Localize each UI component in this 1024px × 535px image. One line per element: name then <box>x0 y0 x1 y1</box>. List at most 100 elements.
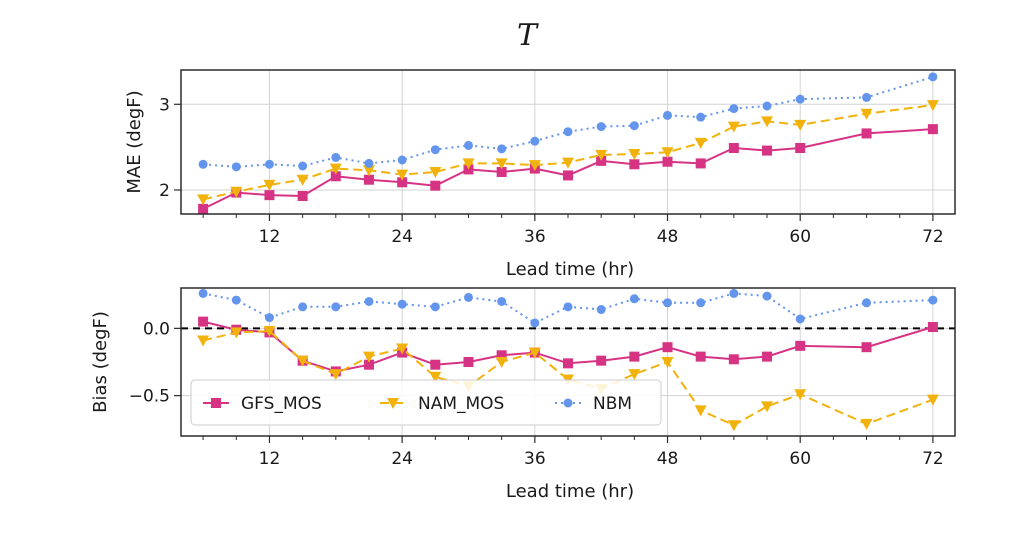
mae-data-point <box>397 155 407 165</box>
bias-data-point <box>729 288 739 298</box>
mae-data-point <box>528 160 541 172</box>
bias-y-axis-label: Bias (degF) <box>90 311 111 413</box>
mae-data-point <box>198 203 209 214</box>
mae-data-point <box>729 104 739 114</box>
mae-data-point <box>728 143 739 153</box>
mae-series-line <box>202 128 933 210</box>
bias-data-point <box>396 343 409 355</box>
bias-data-point <box>663 298 673 308</box>
bias-data-point <box>862 298 872 308</box>
bias-data-point <box>496 350 507 361</box>
mae-data-point <box>330 171 341 182</box>
mae-axes-frame <box>180 69 956 215</box>
mae-data-point <box>927 124 938 135</box>
bias-data-point <box>761 401 774 413</box>
bias-data-point <box>198 316 209 327</box>
bias-data-point <box>563 302 573 312</box>
mae-x-tick-label: 12 <box>259 227 281 247</box>
bias-x-tick-label: 36 <box>524 449 546 469</box>
bias-legend-marker <box>563 398 573 408</box>
mae-x-tick-label: 72 <box>922 227 944 247</box>
bias-data-point <box>927 322 938 333</box>
mae-data-point <box>495 158 508 170</box>
bias-data-point <box>231 295 241 305</box>
bias-data-point <box>331 302 341 312</box>
bias-panel: 12 24 36 48 60 72 −0.5 0.0 Lead time (hr) Bias (d… <box>90 287 956 502</box>
mae-data-point <box>860 108 873 120</box>
mae-data-point <box>264 190 275 201</box>
bias-data-point <box>629 294 639 304</box>
mae-data-point <box>563 127 573 137</box>
mae-data-point <box>530 136 540 146</box>
mae-data-point <box>463 140 473 150</box>
mae-data-point <box>362 165 375 177</box>
mae-data-point <box>762 101 772 111</box>
mae-data-point <box>296 174 309 186</box>
bias-data-point <box>364 296 374 306</box>
mae-series-nam-mos <box>197 100 939 206</box>
mae-y-axis-label: MAE (degF) <box>124 90 145 193</box>
bias-data-point <box>727 420 740 432</box>
bias-data-point <box>463 292 473 302</box>
bias-data-point <box>794 389 807 401</box>
mae-data-point <box>629 159 640 170</box>
mae-data-point <box>761 116 774 128</box>
bias-data-point <box>263 326 276 338</box>
bias-x-tick-label: 60 <box>789 449 811 469</box>
mae-series-nbm <box>198 72 938 172</box>
mae-data-point <box>794 119 807 131</box>
bias-data-point <box>397 299 407 309</box>
mae-data-point <box>862 92 872 102</box>
bias-legend-marker <box>211 398 221 408</box>
mae-data-point <box>230 186 243 198</box>
mae-data-point <box>264 159 274 169</box>
bias-series-nbm <box>198 288 938 328</box>
mae-data-point <box>563 170 573 181</box>
figure-title: T <box>517 18 539 53</box>
mae-data-point <box>363 174 374 185</box>
mae-data-point <box>663 110 673 120</box>
bias-data-point <box>728 354 739 365</box>
bias-data-point <box>197 335 210 347</box>
mae-data-point <box>497 144 507 154</box>
mae-series-gfs-mos <box>198 124 938 214</box>
bias-y-tick-label: 0.0 <box>143 319 170 339</box>
mae-data-point <box>397 177 408 188</box>
bias-x-tick-label: 72 <box>922 449 944 469</box>
bias-legend-box <box>190 379 662 426</box>
bias-data-point <box>795 314 805 324</box>
bias-data-point <box>198 288 208 298</box>
bias-data-point <box>928 295 938 305</box>
bias-data-point <box>363 359 374 370</box>
bias-data-point <box>694 405 707 417</box>
mae-data-point <box>231 162 241 172</box>
bias-data-point <box>563 358 573 369</box>
mae-data-point <box>795 94 805 104</box>
mae-panel: 12 24 36 48 60 72 2 3 Lead time (hr) MAE (degF) <box>124 69 956 280</box>
mae-data-point <box>596 122 606 132</box>
bias-data-point <box>296 355 309 367</box>
mae-x-tick-label: 48 <box>657 227 679 247</box>
bias-data-point <box>762 351 773 362</box>
bias-data-point <box>762 291 772 301</box>
bias-legend-marker <box>387 398 399 409</box>
mae-data-point <box>762 145 773 156</box>
bias-data-point <box>926 394 939 406</box>
bias-data-point <box>696 298 706 308</box>
mae-data-point <box>462 158 475 170</box>
mae-data-point <box>430 145 440 155</box>
mae-data-point <box>198 159 208 169</box>
bias-data-point <box>495 357 508 368</box>
mae-data-point <box>430 180 441 191</box>
mae-data-point <box>364 158 374 168</box>
bias-legend-label: NBM <box>593 394 632 414</box>
bias-data-point <box>628 369 641 381</box>
mae-data-point <box>926 100 939 112</box>
mae-x-tick-label: 36 <box>524 227 546 247</box>
bias-data-point <box>860 418 873 430</box>
bias-data-point <box>661 357 674 368</box>
mae-data-point <box>595 149 608 161</box>
bias-legend-label: NAM_MOS <box>418 394 504 414</box>
mae-data-point <box>429 167 442 178</box>
